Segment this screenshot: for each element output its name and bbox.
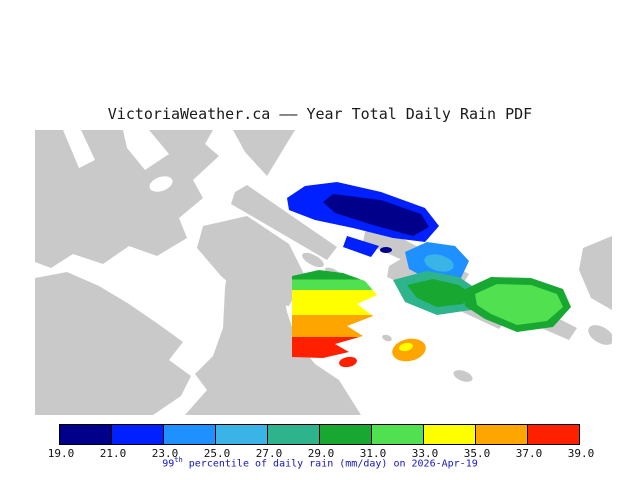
rain-region-navy-speck	[380, 247, 392, 253]
colorbar-tick-label: 21.0	[99, 447, 127, 460]
land-small-island-1	[302, 252, 324, 268]
map-svg	[35, 130, 614, 415]
colorbar-segment	[319, 424, 372, 445]
colorbar-tick-label: 23.0	[151, 447, 179, 460]
land-saanich-peninsula	[185, 240, 361, 415]
colorbar-tick-label: 33.0	[411, 447, 439, 460]
caption: 99th percentile of daily rain (mm/day) o…	[0, 456, 640, 469]
land-tiny-islet	[382, 334, 392, 342]
land-far-right-islet	[588, 325, 614, 345]
colorbar-segment	[163, 424, 216, 445]
caption-number: 99	[162, 458, 175, 470]
caption-superscript: th	[174, 456, 183, 464]
colorbar-segment	[215, 424, 268, 445]
colorbar	[59, 424, 581, 449]
colorbar-tick-label: 37.0	[515, 447, 543, 460]
colorbar-tick-label: 25.0	[203, 447, 231, 460]
rain-region-cyan-core	[424, 254, 454, 272]
rain-region-red-blob	[339, 356, 357, 368]
colorbar-tick-label: 35.0	[463, 447, 491, 460]
colorbar-tick-label: 39.0	[567, 447, 595, 460]
colorbar-svg	[59, 424, 580, 445]
colorbar-ticks: 19.0 21.0 23.0 25.0 27.0 29.0 31.0 33.0 …	[48, 447, 595, 461]
land-bottom-islet	[453, 370, 473, 382]
rain-region-brightgreen-core	[475, 284, 563, 325]
rain-region-green-core	[407, 279, 471, 307]
map-canvas	[35, 130, 614, 415]
rain-region-blue-fragment	[343, 236, 379, 257]
inlet-notch-1	[63, 130, 95, 168]
colorbar-segment	[423, 424, 476, 445]
rain-region-rainbow-block	[292, 270, 377, 358]
colorbar-segment	[527, 424, 580, 445]
caption-text: percentile of daily rain (mm/day) on 202…	[182, 458, 478, 470]
colorbar-segment	[475, 424, 528, 445]
lake	[149, 176, 173, 192]
colorbar-tick-label: 27.0	[255, 447, 283, 460]
chart-title: VictoriaWeather.ca —— Year Total Daily R…	[107, 105, 533, 123]
colorbar-tick-label: 19.0	[47, 447, 75, 460]
colorbar-tick-label: 29.0	[307, 447, 335, 460]
colorbar-segment	[267, 424, 320, 445]
land-vancouver-island-south	[35, 272, 191, 415]
rain-region-navy-core	[323, 194, 429, 236]
land-top-wedge-island	[233, 130, 295, 176]
colorbar-segment	[371, 424, 424, 445]
land-far-right-island	[579, 236, 612, 310]
colorbar-segment	[59, 424, 112, 445]
colorbar-segment	[111, 424, 164, 445]
land-long-thin-island	[231, 185, 337, 260]
rain-region-yellow-inner	[399, 342, 413, 352]
inlet-notch-2	[123, 130, 169, 170]
colorbar-tick-label: 31.0	[359, 447, 387, 460]
